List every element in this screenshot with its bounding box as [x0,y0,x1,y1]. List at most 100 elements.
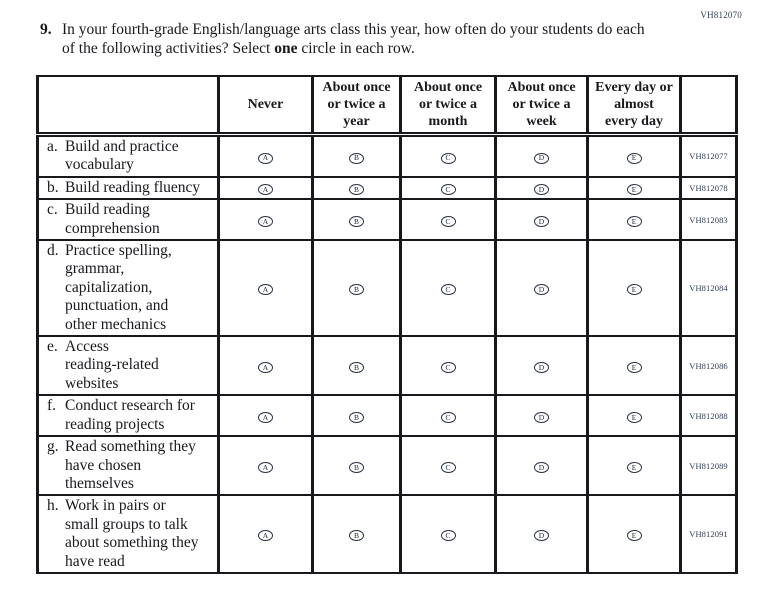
answer-bubble[interactable]: A [258,215,273,227]
answer-bubble[interactable]: E [626,461,642,473]
column-header-once-twice-week: About once or twice a week [494,75,589,137]
answer-bubble[interactable]: B [349,361,364,373]
answer-bubble[interactable]: D [534,411,549,423]
answer-bubble[interactable]: D [534,184,549,196]
answer-bubble[interactable]: C [440,284,456,296]
option-cell: D [494,133,589,178]
answer-bubble[interactable]: E [626,215,642,227]
table-row: g. Read something they have chosen thems… [36,435,738,497]
answer-bubble[interactable]: B [349,461,364,473]
row-letter: d. [47,242,59,260]
option-cell: B [311,394,402,438]
answer-bubble[interactable]: D [534,461,549,473]
answer-bubble[interactable]: C [440,461,456,473]
answer-bubble[interactable]: A [258,361,273,373]
row-code: VH812088 [679,394,738,438]
row-label: Practice spelling, grammar, capitalizati… [65,242,172,333]
option-cell: E [586,335,682,397]
option-cell: B [311,198,402,242]
answer-bubble[interactable]: B [349,184,364,196]
option-cell: B [311,239,402,338]
answer-bubble[interactable]: A [258,461,273,473]
answer-bubble[interactable]: E [626,184,642,196]
answer-bubble[interactable]: E [626,152,642,164]
option-cell: A [217,435,314,497]
answer-bubble[interactable]: B [349,530,364,542]
row-label: Access reading-related websites [65,338,159,392]
option-cell: A [217,494,314,574]
row-letter: b. [47,178,59,196]
answer-bubble[interactable]: A [258,152,273,164]
row-letter: h. [47,497,59,515]
answer-bubble[interactable]: D [534,284,549,296]
option-cell: E [586,175,682,201]
option-cell: D [494,198,589,242]
answer-bubble[interactable]: D [534,361,549,373]
option-cell: B [311,335,402,397]
column-header-once-twice-month: About once or twice a month [399,75,497,137]
option-cell: C [399,133,497,178]
row-label: Build and practice vocabulary [65,138,179,174]
table-row: f. Conduct research for reading projects… [36,394,738,438]
row-label-cell: d. Practice spelling, grammar, capitaliz… [36,239,220,338]
option-cell: E [586,435,682,497]
row-letter: e. [47,338,58,356]
stub-header-empty [36,75,220,137]
option-cell: C [399,494,497,574]
option-cell: C [399,239,497,338]
option-cell: C [399,394,497,438]
answer-bubble[interactable]: D [534,215,549,227]
answer-bubble[interactable]: A [258,411,273,423]
column-header-every-day: Every day or almost every day [586,75,682,137]
option-cell: A [217,133,314,178]
answer-bubble[interactable]: A [258,530,273,542]
question-block: 9. In your fourth-grade English/language… [40,20,658,58]
row-code: VH812078 [679,175,738,201]
column-header-never: Never [217,75,314,137]
option-cell: D [494,335,589,397]
header-row: Never About once or twice a year About o… [36,75,738,137]
answer-bubble[interactable]: E [626,361,642,373]
option-cell: B [311,133,402,178]
option-cell: B [311,494,402,574]
option-cell: E [586,198,682,242]
table-row: a. Build and practice vocabulary A B C D… [36,133,738,178]
row-code: VH812089 [679,435,738,497]
answer-bubble[interactable]: E [626,411,642,423]
answer-bubble[interactable]: D [534,152,549,164]
answer-bubble[interactable]: E [626,284,642,296]
answer-bubble[interactable]: D [534,530,549,542]
answer-bubble[interactable]: B [349,215,364,227]
answer-bubble[interactable]: C [440,152,456,164]
answer-bubble[interactable]: C [440,184,456,196]
option-cell: E [586,394,682,438]
option-cell: D [494,239,589,338]
row-letter: a. [47,138,58,155]
answer-bubble[interactable]: C [440,530,456,542]
answer-bubble[interactable]: A [258,284,273,296]
question-text: In your fourth-grade English/language ar… [62,20,658,58]
question-text-segment: In your fourth-grade English/language ar… [62,21,645,57]
row-letter: g. [47,438,59,456]
option-cell: C [399,175,497,201]
answer-bubble[interactable]: C [440,411,456,423]
row-label-cell: h. Work in pairs or small groups to talk… [36,494,220,574]
answer-bubble[interactable]: B [349,411,364,423]
answer-bubble[interactable]: E [626,530,642,542]
option-cell: A [217,394,314,438]
answer-bubble[interactable]: B [349,152,364,164]
option-cell: C [399,335,497,397]
option-cell: A [217,239,314,338]
option-cell: A [217,335,314,397]
code-column-header-empty [679,75,738,137]
answer-bubble[interactable]: A [258,184,273,196]
answer-bubble[interactable]: C [440,215,456,227]
table-row: h. Work in pairs or small groups to talk… [36,494,738,574]
answer-bubble[interactable]: B [349,284,364,296]
answer-bubble[interactable]: C [440,361,456,373]
option-cell: D [494,435,589,497]
row-label: Build reading fluency [65,178,201,196]
table-row: b. Build reading fluency A B C D E VH812… [36,175,738,201]
column-header-once-twice-year: About once or twice a year [311,75,402,137]
